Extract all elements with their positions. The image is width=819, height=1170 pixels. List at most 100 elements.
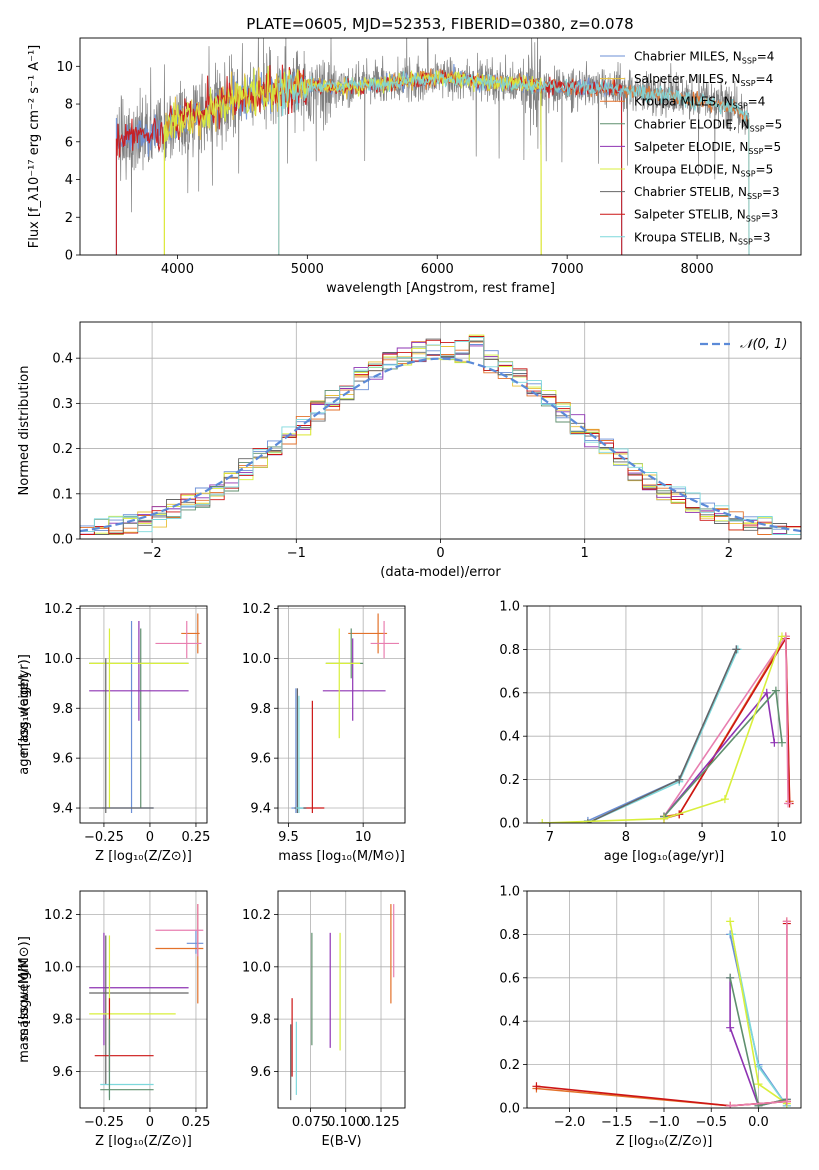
weight-marker (771, 686, 780, 695)
weight-line (587, 649, 738, 822)
ticks: 7 8 9 10 0.0 0.2 0.4 0.6 0.8 1.0 (499, 600, 786, 846)
legend-entry: Salpeter STELIB, NSSP=3 (634, 208, 778, 224)
axes-frame (526, 605, 802, 824)
errorbar-point (155, 620, 202, 659)
grid (527, 605, 801, 824)
histogram-series (80, 334, 801, 535)
y-tick-label: 9.4 (250, 802, 271, 817)
legend-count: =5 (756, 163, 774, 177)
x-tick-label: −0.5 (695, 1115, 727, 1130)
errorbar-point (186, 930, 204, 954)
plot-area (291, 613, 400, 814)
y-tick-label: 9.4 (52, 802, 73, 817)
weight-marker (782, 917, 791, 926)
y-tick-label: 10 (56, 60, 73, 75)
legend-count: =3 (762, 185, 780, 199)
y-tick-label: 9.8 (52, 702, 73, 717)
plot-area (80, 334, 801, 535)
y-tick-label: 0.2 (499, 773, 520, 788)
y-tick-label: 0.8 (499, 643, 520, 658)
y-axis-label: Flux [f_λ10⁻¹⁷ erg cm⁻² s⁻¹ A⁻¹] (27, 45, 42, 249)
weight-marker (532, 1082, 541, 1091)
weight-marker (726, 1101, 735, 1108)
legend-subscript: SSP (746, 215, 761, 224)
ticks: 4000 5000 6000 7000 8000 0 2 4 6 8 10 (56, 60, 713, 277)
x-tick-label: −2 (143, 546, 162, 561)
panel-residual-histogram: −2 −1 0 1 2 0.0 0.1 0.2 0.3 0.4 (data-model)/error… (17, 321, 802, 580)
weight-marker (732, 645, 741, 654)
x-axis-label: Z [log₁₀(Z/Z⊙)] (616, 1134, 713, 1149)
y-tick-label: 0.2 (52, 442, 73, 457)
x-tick-label: −1.0 (648, 1115, 680, 1130)
legend-count: =3 (753, 230, 771, 244)
x-tick-label: 5000 (291, 262, 324, 277)
weight-marker (583, 819, 592, 823)
y-tick-label: 0.0 (499, 1102, 520, 1117)
panel-spectrum: 4000 5000 6000 7000 8000 0 2 4 6 8 10 wavelength [A… (27, 37, 802, 296)
axes-frame (79, 37, 802, 256)
legend-entry: Kroupa ELODIE, NSSP=5 (634, 163, 773, 179)
y-tick-label: 0.4 (499, 1015, 520, 1030)
y-tick-label: 0.3 (52, 397, 73, 412)
legend-count: =5 (763, 140, 781, 154)
legend-entry: Salpeter MILES, NSSP=4 (634, 72, 773, 88)
legend-entry: Chabrier MILES, NSSP=4 (634, 50, 774, 66)
y-tick-label: 9.6 (250, 752, 271, 767)
histogram-series (80, 337, 801, 535)
errorbar-point (348, 613, 388, 654)
y-tick-label: 0.8 (499, 928, 520, 943)
weight-marker (675, 775, 684, 784)
y-tick-label: 9.8 (250, 1013, 271, 1028)
x-tick-label: −0.25 (84, 1115, 124, 1130)
x-tick-label: 6000 (421, 262, 454, 277)
y-tick-label: 0.4 (499, 730, 520, 745)
errorbar-point (303, 700, 325, 814)
weight-marker (782, 1097, 791, 1106)
x-tick-label: 0 (146, 1115, 154, 1130)
plot-area (89, 613, 202, 814)
y-tick-label: 0.0 (52, 533, 73, 548)
grid (80, 891, 207, 1108)
x-tick-label: 0 (436, 546, 444, 561)
grid (278, 891, 405, 1108)
plot-area (290, 904, 395, 1101)
y-tick-label: 0 (65, 249, 73, 264)
normal-curve (80, 357, 801, 533)
y-tick-label: 9.6 (52, 1065, 73, 1080)
x-tick-label: 2 (725, 546, 733, 561)
y-tick-label: 9.6 (52, 752, 73, 767)
ticks: −2 −1 0 1 2 0.0 0.1 0.2 0.3 0.4 (52, 352, 733, 561)
legend-entry: Salpeter ELODIE, NSSP=5 (634, 140, 781, 156)
x-tick-label: −1.5 (601, 1115, 633, 1130)
x-axis-label: E(B-V) (321, 1134, 361, 1149)
weight-marker (777, 632, 786, 641)
weight-marker (762, 688, 771, 697)
y-tick-label: 8 (65, 98, 73, 113)
legend-subscript: SSP (733, 102, 748, 111)
y-tick-label: 0.6 (499, 971, 520, 986)
y-tick-label: 10.0 (242, 652, 271, 667)
y-tick-label: 10.2 (242, 908, 271, 923)
weight-marker (726, 1023, 735, 1032)
figure-title: PLATE=0605, MJD=52353, FIBERID=0380, z=0… (246, 15, 633, 33)
x-tick-label: 0.100 (327, 1115, 364, 1130)
x-axis-label: wavelength [Angstrom, rest frame] (326, 281, 555, 296)
axes-frame (79, 605, 208, 824)
y-tick-label: 6 (65, 135, 73, 150)
grid (527, 890, 801, 1109)
ticks: −2.0 −1.5 −1.0 −0.5 0.0 0.0 0.2 0.4 0.6 0.8 1.0 (499, 885, 769, 1131)
y-tick-label: 0.1 (52, 487, 73, 502)
x-tick-label: 10 (355, 830, 372, 845)
plot-area (89, 904, 204, 1101)
weight-marker (777, 738, 786, 747)
x-axis-label: Z [log₁₀(Z/Z⊙)] (95, 1134, 192, 1149)
axes-frame (79, 890, 208, 1109)
weight-marker (538, 819, 547, 823)
legend-entry: Kroupa STELIB, NSSP=3 (634, 230, 771, 246)
x-tick-label: 7000 (551, 262, 584, 277)
weight-marker (754, 1080, 763, 1089)
x-tick-label: 10 (770, 830, 787, 845)
errorbar-point (181, 613, 200, 654)
